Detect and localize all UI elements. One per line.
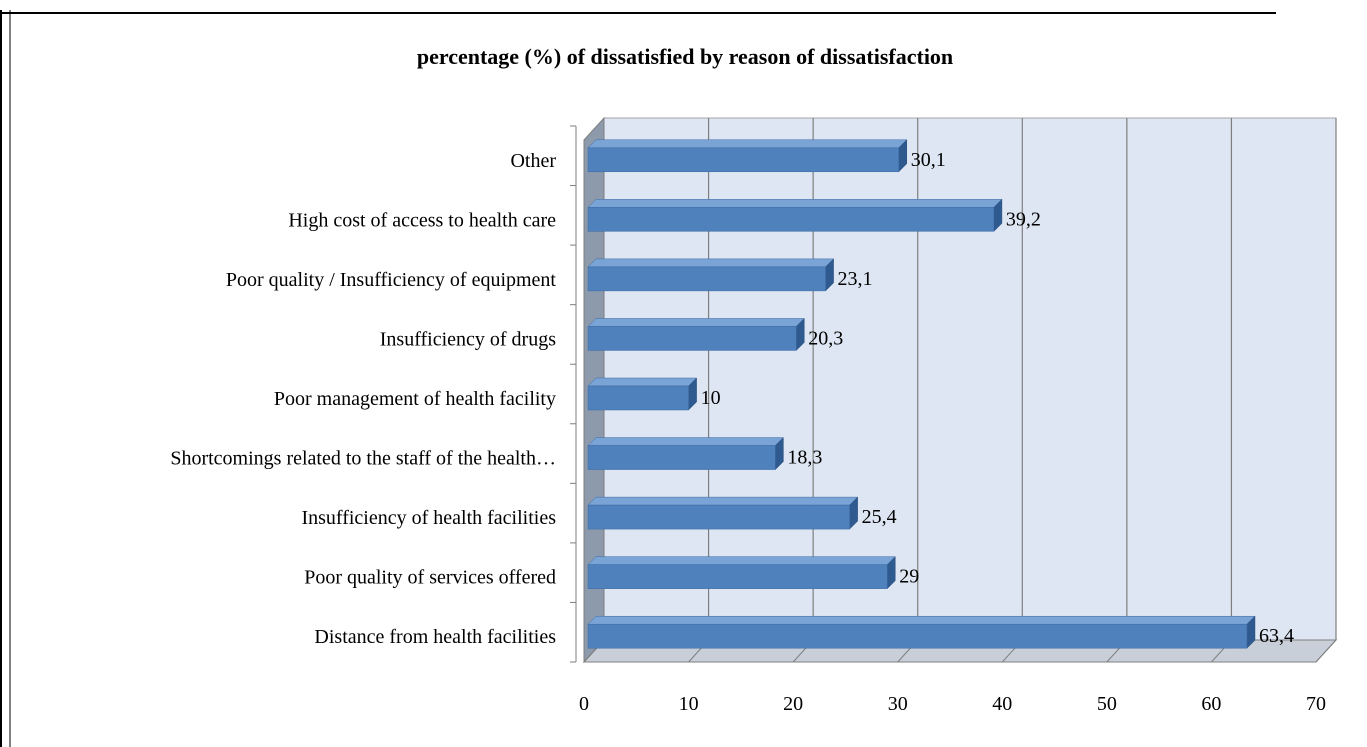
x-tick-label: 0 [579, 693, 589, 715]
data-label: 23,1 [838, 268, 873, 290]
x-tick-label: 50 [1097, 693, 1117, 715]
bar-front-face [587, 445, 776, 470]
bar-top-face [587, 258, 835, 268]
bar [587, 198, 1003, 232]
bar-front-face [587, 564, 888, 589]
bar-top-face [587, 139, 908, 149]
x-axis-tick-labels: 0 10 20 30 40 50 60 70 [579, 693, 1326, 715]
bar [587, 436, 784, 471]
bar-top-face [587, 318, 805, 327]
data-labels: 63,4 29 25,4 18,3 10 20,3 23,1 39,2 30,1 [701, 149, 1294, 647]
x-tick-label: 20 [783, 693, 803, 715]
bar-top-face [587, 615, 1256, 625]
bar [587, 615, 1256, 649]
category-labels: Distance from health facilities Poor qual… [170, 150, 556, 648]
data-label: 30,1 [911, 149, 946, 171]
bar [587, 258, 835, 292]
bar [587, 556, 896, 590]
bar [587, 496, 859, 530]
bars [587, 139, 1256, 649]
data-label: 10 [701, 387, 721, 409]
bar-front-face [587, 385, 689, 411]
category-label: Poor quality of services offered [304, 567, 556, 589]
category-label: Shortcomings related to the staff of the… [170, 448, 556, 470]
bar-front-face [587, 266, 826, 292]
data-label: 39,2 [1006, 208, 1041, 230]
category-label: Insufficiency of drugs [380, 328, 556, 350]
category-label: Poor quality / Insufficiency of equipmen… [226, 269, 557, 291]
bar-top-face [587, 377, 698, 387]
data-label: 18,3 [787, 447, 822, 469]
bar-front-face [587, 504, 850, 530]
bar-front-face [587, 147, 900, 173]
category-label: Other [510, 150, 556, 172]
data-label: 25,4 [862, 506, 897, 528]
x-tick-label: 70 [1306, 693, 1326, 715]
bar [587, 139, 908, 173]
x-tick-label: 40 [992, 693, 1012, 715]
category-label: Distance from health facilities [314, 626, 556, 648]
data-label: 29 [899, 566, 919, 588]
bar-front-face [587, 326, 797, 351]
bar-top-face [587, 496, 859, 506]
floor-gridline [1315, 639, 1337, 663]
category-label: Insufficiency of health facilities [301, 507, 556, 529]
bar [587, 377, 698, 411]
chart-title: percentage (%) of dissatisfied by reason… [417, 44, 953, 69]
data-label: 63,4 [1259, 625, 1294, 647]
data-label: 20,3 [808, 327, 843, 349]
x-tick-label: 10 [679, 693, 699, 715]
bar-front-face [587, 207, 995, 232]
bar [587, 317, 805, 352]
bar-top-face [587, 437, 784, 446]
x-tick-label: 60 [1201, 693, 1221, 715]
bar-top-face [587, 556, 896, 565]
category-label: Poor management of health facility [274, 388, 556, 410]
bar-front-face [587, 623, 1248, 649]
y-axis [570, 125, 1316, 663]
bar-top-face [587, 199, 1003, 208]
category-label: High cost of access to health care [288, 209, 556, 231]
x-tick-label: 30 [888, 693, 908, 715]
